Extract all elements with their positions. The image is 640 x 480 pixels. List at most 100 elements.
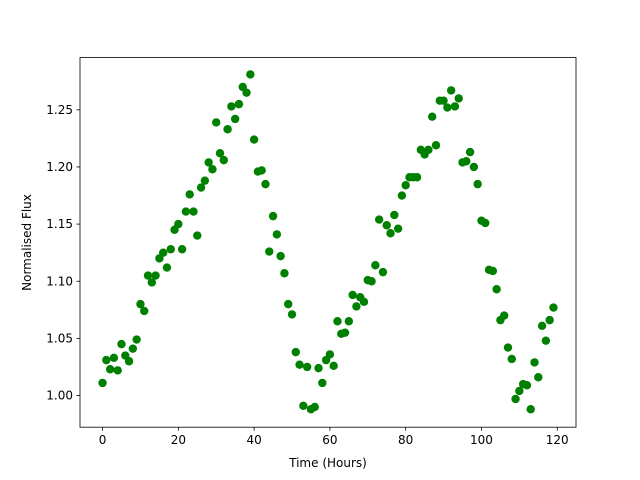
point [333,317,342,326]
point [431,141,441,150]
point [177,245,187,254]
point [469,162,479,172]
point [124,357,134,366]
point [359,297,369,307]
point [412,173,422,182]
point [204,158,213,167]
point [143,271,153,280]
point [462,157,471,166]
point [268,211,278,221]
point [113,366,122,375]
point [499,311,509,320]
y-axis-label: Normalised Flux [20,194,34,291]
point [117,339,126,349]
point [450,102,460,111]
point [310,402,319,412]
point [136,299,145,309]
point [393,224,403,233]
point [249,135,259,144]
point [511,394,520,404]
point [230,114,240,124]
point [545,315,554,325]
point [257,166,266,175]
point [397,191,407,200]
point [382,221,391,230]
point [98,378,107,388]
point [291,347,300,357]
point [181,207,191,216]
x-tick-label: 100 [470,433,493,447]
point [401,181,410,190]
point [446,86,456,95]
point [522,381,532,390]
point [541,336,551,345]
point [102,355,111,365]
point [158,248,168,257]
x-tick-label: 40 [246,433,261,447]
point [537,321,547,331]
point [200,176,210,185]
point [352,302,361,311]
point [492,285,501,294]
point [227,102,236,111]
point [105,365,115,374]
point [302,362,312,372]
point [488,266,498,276]
point [465,147,475,157]
point [390,210,399,220]
y-tick-label: 1.00 [46,389,73,403]
point [534,373,543,382]
point [439,96,448,105]
point [234,99,244,109]
point [265,247,274,256]
point [132,335,141,344]
point [378,267,388,277]
y-tick-label: 1.25 [46,103,73,117]
point [223,125,232,134]
x-axis-label: Time (Hours) [288,456,367,470]
point [454,94,463,103]
point [515,386,524,396]
point [348,290,357,300]
point [386,229,395,238]
point [193,231,202,240]
point [185,190,194,199]
y-tick-label: 1.05 [46,331,73,345]
x-tick-label: 120 [546,433,569,447]
point [481,218,490,228]
point [374,215,384,224]
point [174,219,183,229]
point [276,251,285,261]
point [246,70,255,79]
point [212,118,221,127]
point [208,165,217,174]
x-tick-label: 80 [398,433,413,447]
point [526,405,535,414]
point [215,149,225,158]
point [424,145,433,155]
point [242,88,251,97]
point [473,179,482,189]
point [329,361,338,371]
point [219,155,228,165]
x-tick-label: 60 [322,433,337,447]
y-tick-label: 1.20 [46,160,73,174]
point [287,310,297,319]
point [340,328,350,337]
point [261,179,270,189]
plot-frame [79,57,577,428]
point [295,360,304,369]
x-tick-label: 20 [171,433,186,447]
point [272,230,282,239]
x-tick-label: 0 [99,433,107,447]
point [443,103,452,112]
point [284,299,293,309]
point [162,263,172,272]
point [196,183,206,192]
point [325,350,335,359]
point [314,363,323,373]
point [299,401,308,411]
point [530,358,539,367]
